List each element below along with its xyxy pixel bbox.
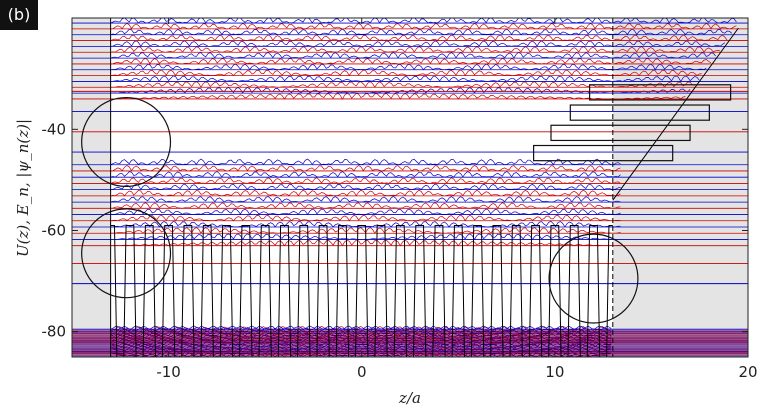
plot-frame [71,17,749,358]
wavefunction [110,87,691,94]
wavefunction [110,208,621,216]
potential-ramp [612,27,739,201]
highlight-circle [81,208,172,299]
potential-curve [110,18,739,357]
inset-box [569,104,710,121]
wavefunction [110,18,737,24]
wavefunction [110,325,612,330]
x-tick-label: -10 [156,363,181,381]
axis-ticks: -10 0 10 20 -80 -60 -40 [42,18,758,381]
wavefunction [110,177,621,184]
energy-levels [72,18,748,357]
shaded-region [612,18,748,357]
wavefunction [110,158,621,166]
wavefunction [110,69,702,77]
potential-wells [110,224,613,357]
y-tick-label: -40 [42,120,67,138]
x-tick-label: 10 [545,363,564,381]
wavefunction [110,75,700,83]
wavefunction [110,34,728,41]
wavefunction [110,195,621,203]
wavefunction [110,40,726,47]
wavefunction [110,214,621,222]
wavefunction [110,57,712,65]
wavefunction [110,183,621,191]
shaded-region [72,18,111,357]
shaded-regions [72,18,748,357]
wavefunction [110,165,621,172]
wavefunction [110,171,621,178]
y-axis-label: U(z), E_n, |ψ_n(z)| [14,119,32,257]
y-tick-label: -80 [42,323,67,341]
wavefunction [110,46,721,53]
highlight-circle [81,96,172,187]
x-tick-label: 20 [738,363,757,381]
wavefunction [110,22,737,30]
highlight-circle [548,233,639,324]
wavefunction [110,28,733,36]
inset-box [550,124,691,142]
x-axis-label: z/a [398,389,421,407]
wavefunction [110,189,621,197]
wavefunction [110,51,716,59]
x-tick-label: 0 [357,363,367,381]
wavefunction [110,81,695,88]
inset-box [589,84,732,101]
wavefunction [110,202,621,209]
inset-box [533,144,674,162]
annotations [81,84,732,324]
y-tick-label: -60 [42,222,67,240]
panel-label: (b) [0,0,38,30]
wavefunction [110,63,707,71]
